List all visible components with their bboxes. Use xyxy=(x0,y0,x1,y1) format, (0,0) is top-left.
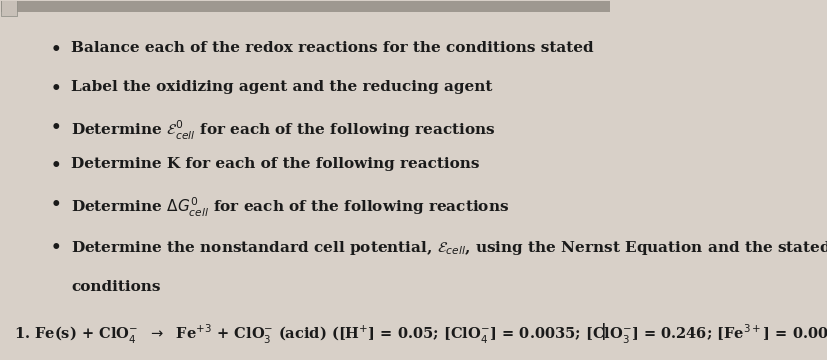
Text: conditions: conditions xyxy=(71,280,160,294)
Text: •: • xyxy=(50,80,61,97)
Text: Label the oxidizing agent and the reducing agent: Label the oxidizing agent and the reduci… xyxy=(71,80,492,94)
Text: Determine K for each of the following reactions: Determine K for each of the following re… xyxy=(71,157,480,171)
Text: •: • xyxy=(50,239,61,256)
Text: Balance each of the redox reactions for the conditions stated: Balance each of the redox reactions for … xyxy=(71,41,593,55)
Text: •: • xyxy=(50,196,61,213)
Text: |: | xyxy=(600,323,606,340)
Text: •: • xyxy=(50,41,61,58)
Text: 1. Fe(s) + ClO$_{4}^{-}$  $\rightarrow$  Fe$^{+3}$ + ClO$_{3}^{-}$ (acid) ([H$^{: 1. Fe(s) + ClO$_{4}^{-}$ $\rightarrow$ F… xyxy=(13,323,827,346)
Text: •: • xyxy=(50,119,61,136)
Text: •: • xyxy=(50,157,61,174)
Text: Determine the nonstandard cell potential, $\mathcal{E}_{cell}$, using the Nernst: Determine the nonstandard cell potential… xyxy=(71,239,827,257)
Text: Determine $\mathcal{E}^{0}_{cell}$ for each of the following reactions: Determine $\mathcal{E}^{0}_{cell}$ for e… xyxy=(71,119,495,143)
FancyBboxPatch shape xyxy=(2,0,609,12)
FancyBboxPatch shape xyxy=(2,0,17,16)
Text: Determine $\Delta G^{0}_{cell}$ for each of the following reactions: Determine $\Delta G^{0}_{cell}$ for each… xyxy=(71,196,509,219)
